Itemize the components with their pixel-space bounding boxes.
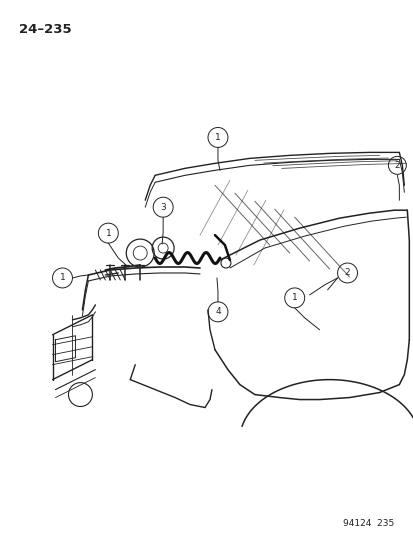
- Text: 24–235: 24–235: [19, 23, 71, 36]
- Text: 94124  235: 94124 235: [342, 519, 394, 528]
- Text: 3: 3: [160, 203, 166, 212]
- Text: 1: 1: [105, 229, 111, 238]
- Text: 1: 1: [215, 133, 220, 142]
- Text: 4: 4: [215, 308, 220, 317]
- Text: 2: 2: [344, 269, 349, 278]
- Text: 2: 2: [394, 161, 399, 170]
- Text: 1: 1: [291, 293, 297, 302]
- Text: 1: 1: [59, 273, 65, 282]
